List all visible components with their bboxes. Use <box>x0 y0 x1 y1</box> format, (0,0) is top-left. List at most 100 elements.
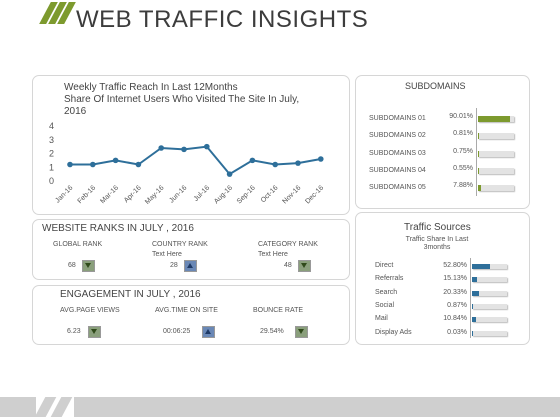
x-tick-label: Feb-16 <box>77 184 98 205</box>
x-tick-label: Mar-16 <box>99 184 120 205</box>
traffic-source-value: 0.03% <box>447 328 467 336</box>
traffic-sources-subtitle-line-1: Traffic Share In Last <box>405 236 469 243</box>
subdomain-bar-track <box>478 133 514 140</box>
traffic-source-value: 0.87% <box>447 301 467 309</box>
traffic-sources-subtitle: Traffic Share In Last 3months <box>405 236 469 252</box>
trend-down-icon <box>88 326 101 338</box>
chart-title-line-2: Share Of Internet Users Who Visited The … <box>64 94 300 105</box>
engagement-label: AVG.TIME ON SITE <box>155 307 218 314</box>
subdomain-value: 90.01% <box>449 113 473 120</box>
traffic-bar-track <box>472 277 507 283</box>
subdomain-bar-fill <box>478 185 481 192</box>
traffic-source-value: 10.84% <box>443 315 467 323</box>
data-point <box>181 146 187 153</box>
traffic-sources-subtitle-line-2: 3months <box>423 244 451 251</box>
subdomain-bar-fill <box>478 116 511 122</box>
subdomain-bar-fill <box>478 150 480 157</box>
subdomain-bar-track <box>478 116 514 122</box>
rank-sublabel: Text Here <box>258 251 288 258</box>
data-point <box>295 160 301 166</box>
data-point <box>135 161 142 168</box>
traffic-source-label: Display Ads <box>375 328 412 336</box>
subdomain-bar-track <box>478 150 514 157</box>
subdomain-label: SUBDOMAINS 05 <box>369 184 426 192</box>
data-point <box>249 157 256 164</box>
traffic-bar-track <box>472 303 507 309</box>
subdomains-divider <box>476 108 477 196</box>
website-ranks-title: WEBSITE RANKS IN JULY , 2016 <box>42 223 194 234</box>
traffic-bar-fill <box>472 303 474 309</box>
engagement-value: 6.23 <box>67 328 81 335</box>
traffic-bar-track <box>472 317 507 323</box>
traffic-line-chart: 0 1 2 3 4 Jan-16 Feb-16 Mar-16 Apr-16 May-16 Jun-1… <box>49 121 325 206</box>
engagement-value: 29.54% <box>260 328 284 335</box>
y-tick-label: 0 <box>49 176 54 186</box>
traffic-source-label: Mail <box>375 315 388 323</box>
x-tick-label: Jan-16 <box>54 184 74 204</box>
traffic-bar-fill <box>472 330 474 336</box>
trend-up-icon <box>202 326 215 338</box>
chart-title-line-1: Weekly Traffic Reach In Last 12Months <box>64 82 238 93</box>
engagement-label: BOUNCE RATE <box>253 307 304 314</box>
footer-bar-left <box>0 397 36 417</box>
traffic-bar-track <box>472 290 507 296</box>
y-tick-label: 4 <box>49 121 54 131</box>
traffic-bar-fill <box>472 290 480 296</box>
subdomain-label: SUBDOMAINS 01 <box>369 115 426 122</box>
y-tick-label: 2 <box>49 149 54 159</box>
x-tick-label: Dec-16 <box>304 184 325 205</box>
traffic-source-value: 20.33% <box>443 288 467 296</box>
traffic-bar-track <box>472 264 507 269</box>
x-tick-label: Jun-16 <box>168 184 188 204</box>
subdomain-value: 7.88% <box>453 182 473 190</box>
series-line <box>70 145 321 176</box>
subdomain-value: 0.55% <box>453 164 473 172</box>
subdomain-bar-track <box>478 167 514 174</box>
data-point <box>272 161 278 168</box>
trend-down-icon <box>82 260 95 272</box>
traffic-chart-panel <box>32 75 350 215</box>
subdomain-value: 0.75% <box>453 147 473 155</box>
traffic-source-label: Search <box>375 288 398 296</box>
trend-down-icon <box>295 326 308 338</box>
x-tick-label: Nov-16 <box>281 184 302 205</box>
trend-down-icon <box>298 260 311 272</box>
rank-sublabel: Text Here <box>152 251 182 258</box>
y-tick-label: 3 <box>49 135 54 145</box>
page-title: WEB TRAFFIC INSIGHTS <box>76 6 369 33</box>
data-point <box>226 171 233 177</box>
rank-value: 28 <box>170 262 178 269</box>
subdomain-label: SUBDOMAINS 02 <box>369 132 426 140</box>
rank-label: COUNTRY RANK <box>152 241 208 248</box>
data-point <box>318 156 324 162</box>
data-point <box>67 161 73 168</box>
trend-up-icon <box>184 260 197 272</box>
rank-label: GLOBAL RANK <box>53 241 103 248</box>
rank-label: CATEGORY RANK <box>258 241 318 248</box>
subdomain-label: SUBDOMAINS 04 <box>369 166 426 174</box>
engagement-title: ENGAGEMENT IN JULY , 2016 <box>60 289 201 300</box>
x-tick-label: Apr-16 <box>123 184 143 204</box>
subdomain-bar-fill <box>478 133 480 140</box>
data-point <box>204 143 210 150</box>
subdomains-title: SUBDOMAINS <box>405 81 466 91</box>
chart-title: Weekly Traffic Reach In Last 12Months Sh… <box>64 82 304 118</box>
data-point <box>158 145 164 151</box>
traffic-source-label: Direct <box>375 262 394 269</box>
x-tick-label: Sep-16 <box>236 184 257 205</box>
traffic-bar-fill <box>472 277 478 283</box>
traffic-bar-track <box>472 330 507 336</box>
x-tick-label: Oct-16 <box>260 184 280 204</box>
subdomain-value: 0.81% <box>453 130 473 138</box>
engagement-value: 00:06:25 <box>163 328 191 335</box>
engagement-label: AVG.PAGE VIEWS <box>60 307 120 314</box>
footer-bar-right <box>74 397 560 417</box>
rank-value: 48 <box>284 262 292 269</box>
data-point <box>90 161 96 168</box>
traffic-source-value: 52.80% <box>443 262 467 269</box>
y-tick-label: 1 <box>49 162 54 172</box>
traffic-sources-divider <box>470 258 471 338</box>
traffic-source-label: Social <box>375 301 395 309</box>
subdomain-bar-fill <box>478 167 480 174</box>
subdomain-bar-track <box>478 185 514 192</box>
